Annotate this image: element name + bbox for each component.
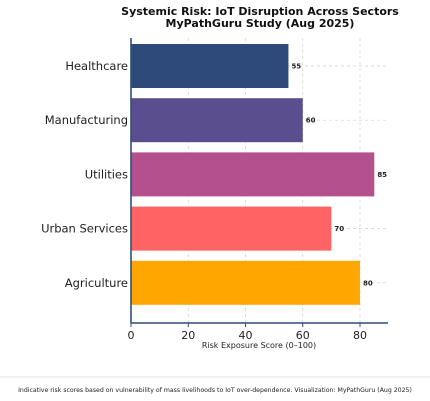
bar: [131, 260, 360, 305]
bar-value-label: 85: [377, 171, 387, 179]
bar: [131, 44, 289, 88]
x-tick-label: 40: [239, 329, 253, 342]
bar: [131, 206, 332, 251]
y-category-label: Healthcare: [65, 59, 128, 73]
bar-value-label: 55: [291, 63, 301, 71]
axes: [130, 38, 388, 324]
bar: [131, 152, 375, 197]
bar: [131, 98, 303, 143]
chart-title: Systemic Risk: IoT Disruption Across Sec…: [121, 5, 399, 18]
bar-value-label: 70: [334, 225, 344, 233]
bar-value-label: 80: [363, 279, 373, 287]
x-ticks: 0 20 40 60 80: [128, 323, 367, 342]
value-labels: 55 60 85 70 80: [291, 63, 387, 288]
y-category-label: Urban Services: [41, 222, 128, 236]
x-tick-label: 80: [353, 329, 367, 342]
category-labels: Healthcare Manufacturing Utilities Urban Se…: [41, 59, 128, 290]
x-tick-label: 20: [181, 329, 195, 342]
x-tick-label: 60: [296, 329, 310, 342]
x-axis-label: Risk Exposure Score (0–100): [202, 341, 316, 350]
chart-subtitle: MyPathGuru Study (Aug 2025): [166, 17, 355, 30]
y-category-label: Manufacturing: [45, 113, 128, 127]
y-category-label: Utilities: [85, 167, 128, 181]
chart-caption: Indicative risk scores based on vulnerab…: [18, 387, 412, 394]
y-category-label: Agriculture: [65, 276, 128, 290]
bars: [131, 44, 375, 305]
bar-value-label: 60: [306, 117, 316, 125]
x-tick-label: 0: [128, 329, 135, 342]
